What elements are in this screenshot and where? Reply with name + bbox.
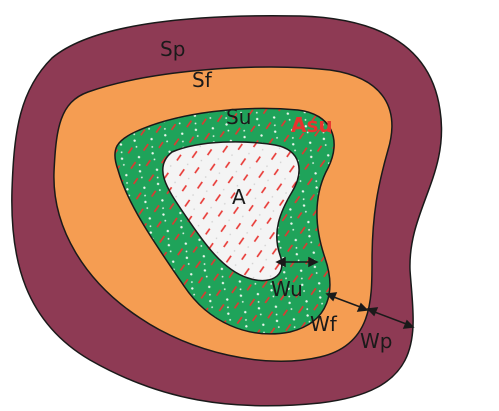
label-sf: Sf <box>192 68 213 92</box>
label-wf: Wf <box>310 312 338 336</box>
wp-arrow <box>366 307 415 329</box>
label-wu: Wu <box>271 277 303 301</box>
wu-arrow <box>275 256 319 268</box>
label-a: A <box>232 185 246 209</box>
core-zone <box>162 141 300 282</box>
label-su: Su <box>226 105 251 129</box>
label-asu: Asu <box>291 113 333 137</box>
wf-arrow <box>325 292 369 312</box>
label-wp: Wp <box>360 329 392 353</box>
label-sp: Sp <box>160 37 185 61</box>
